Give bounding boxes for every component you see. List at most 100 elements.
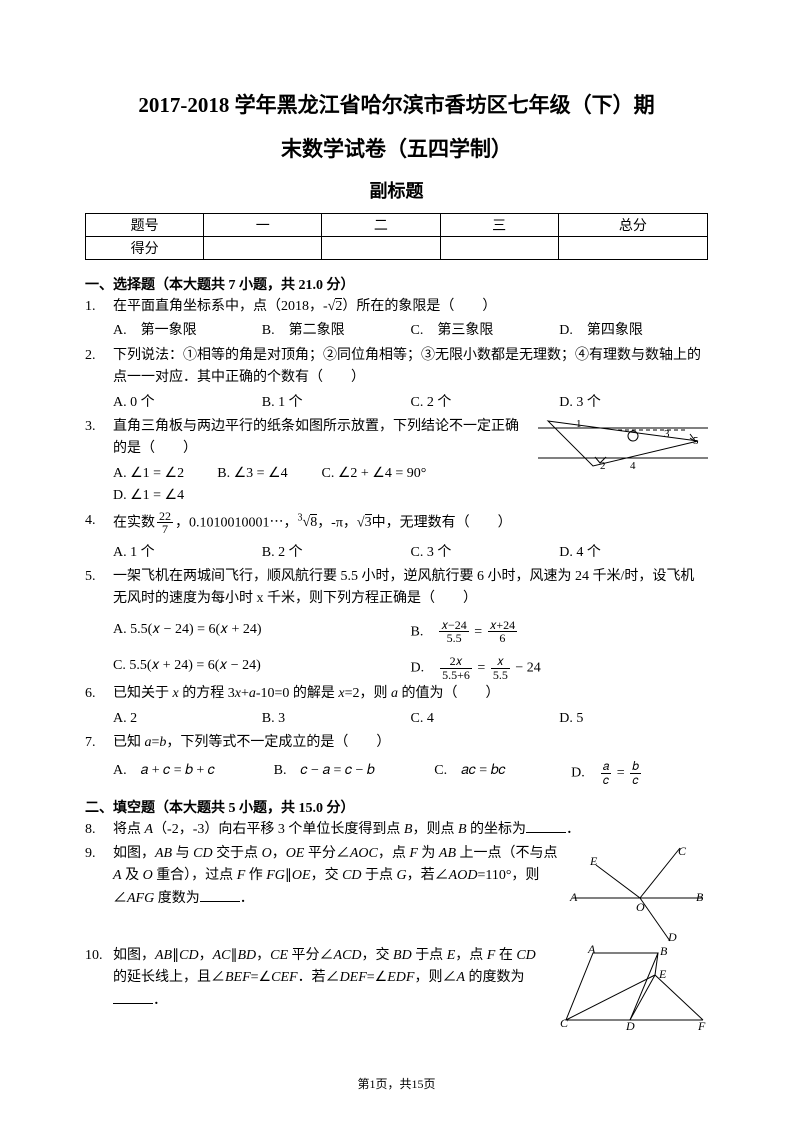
question-5: 5. 一架飞机在两城间飞行，顺风航行要 5.5 小时，逆风航行要 6 小时，风速… — [85, 566, 708, 681]
question-8: 8. 将点 A（-2，-3）向右平移 3 个单位长度得到点 B，则点 B 的坐标… — [85, 819, 708, 841]
q5-opt-c: C. 5.5(𝑥 + 24) = 6(𝑥 − 24) — [113, 655, 411, 681]
q7-sc: ，下列等式不一定成立的是（ ） — [166, 735, 390, 750]
q5-stem: 一架飞机在两城间飞行，顺风航行要 5.5 小时，逆风航行要 6 小时，风速为 2… — [113, 569, 694, 606]
q6-opt-d: D. 5 — [559, 708, 708, 730]
q3-stem: 直角三角板与两边平行的纸条如图所示放置，下列结论不一定正确的是（ ） — [113, 419, 519, 456]
q9-sm: ，交 — [311, 868, 343, 883]
q9-sn: 于点 — [362, 868, 397, 883]
q10-sc: ， — [199, 948, 213, 963]
q7-num: 7. — [85, 732, 113, 754]
section-2-head: 二、填空题（本大题共 5 小题，共 15.0 分） — [85, 797, 708, 817]
q9-sa: 如图， — [113, 846, 155, 861]
q3-figure: 1 3 5 2 4 — [538, 416, 708, 508]
q1-opt-a: A. 第一象限 — [113, 320, 262, 342]
q8-sa: 将点 — [113, 822, 145, 837]
score-r2-label: 得分 — [86, 237, 204, 260]
q6-se: =2，则 — [345, 686, 391, 701]
svg-text:D: D — [667, 930, 677, 943]
q4-opt-b: B. 2 个 — [262, 542, 411, 564]
q1-opt-c: C. 第三象限 — [411, 320, 560, 342]
q10-sg: ，交 — [362, 948, 394, 963]
score-r2-1 — [204, 237, 322, 260]
q6-sb: 的方程 3 — [179, 686, 235, 701]
section-1-head: 一、选择题（本大题共 7 小题，共 21.0 分） — [85, 274, 708, 294]
score-r2-3 — [440, 237, 558, 260]
q8-sd: 的坐标为 — [467, 822, 527, 837]
q9-blank — [200, 888, 240, 902]
svg-text:O: O — [636, 900, 645, 914]
q9-num: 9. — [85, 843, 113, 865]
q4-stem-d: 中，无理数有（ ） — [372, 515, 512, 530]
q3-opt-b: B. ∠3 = ∠4 — [217, 463, 321, 485]
q4-opt-c: C. 3 个 — [411, 542, 560, 564]
q10-sj: 在 — [495, 948, 516, 963]
q6-opt-a: A. 2 — [113, 708, 262, 730]
q5-num: 5. — [85, 566, 113, 588]
q1-stem-b: ）所在的象限是（ ） — [342, 299, 496, 314]
q9-si: 及 — [122, 868, 143, 883]
q9-sr: ． — [240, 891, 254, 906]
q9-sq: 度数为 — [154, 891, 200, 906]
title-line-2: 末数学试卷（五四学制） — [85, 134, 708, 166]
q9-sg: 为 — [418, 846, 439, 861]
svg-text:C: C — [678, 844, 687, 858]
question-4: 4. 在实数227，0.1010010001⋯，3√8，-π，√3中，无理数有（… — [85, 510, 708, 565]
q6-sa: 已知关于 — [113, 686, 173, 701]
q3-opt-c: C. ∠2 + ∠4 = 90° — [322, 463, 531, 485]
page-footer: 第1页，共15页 — [0, 1075, 793, 1092]
q1-opt-b: B. 第二象限 — [262, 320, 411, 342]
score-h-4: 总分 — [558, 214, 707, 237]
q10-so: ，则∠ — [414, 970, 456, 985]
q10-sa: 如图， — [113, 948, 155, 963]
q9-sb: 与 — [172, 846, 193, 861]
q9-sk: 作 — [245, 868, 266, 883]
q7-opt-c: C. 𝑎𝑐 = 𝑏𝑐 — [434, 760, 571, 786]
q7-opt-d: D. 𝑎𝑐 = 𝑏𝑐 — [571, 760, 708, 786]
q4-num: 4. — [85, 510, 113, 532]
q2-num: 2. — [85, 345, 113, 367]
q4-opt-a: A. 1 个 — [113, 542, 262, 564]
svg-text:4: 4 — [630, 460, 636, 471]
q10-sq: ． — [153, 993, 167, 1008]
q1-num: 1. — [85, 296, 113, 318]
q4-opt-d: D. 4 个 — [559, 542, 708, 564]
q10-sm: ．若∠ — [298, 970, 340, 985]
q8-sb: （-2，-3）向右平移 3 个单位长度得到点 — [153, 822, 404, 837]
q3-opt-d: D. ∠1 = ∠4 — [113, 485, 322, 507]
q6-sd: -10=0 的解是 — [256, 686, 339, 701]
question-2: 2. 下列说法：①相等的角是对顶角；②同位角相等；③无限小数都是无理数；④有理数… — [85, 345, 708, 414]
score-r2-2 — [322, 237, 440, 260]
q6-opt-b: B. 3 — [262, 708, 411, 730]
q10-si: ，点 — [455, 948, 487, 963]
q4-stem-c: ，-π， — [317, 515, 357, 530]
q9-sc: 交于点 — [213, 846, 262, 861]
q2-stem: 下列说法：①相等的角是对顶角；②同位角相等；③无限小数都是无理数；④有理数与数轴… — [113, 348, 701, 385]
q5-opt-d: D. 2𝑥5.5+6 = 𝑥5.5 − 24 — [411, 655, 709, 681]
q1-stem-a: 在平面直角坐标系中，点（2018，- — [113, 299, 328, 314]
q7-opt-a: A. 𝑎 + 𝑐 = 𝑏 + 𝑐 — [113, 760, 274, 786]
q9-so: ，若∠ — [407, 868, 449, 883]
q10-se: ， — [256, 948, 270, 963]
question-7: 7. 已知 a=b，下列等式不一定成立的是（ ） A. 𝑎 + 𝑐 = 𝑏 + … — [85, 732, 708, 787]
q6-opt-c: C. 4 — [411, 708, 560, 730]
q6-num: 6. — [85, 683, 113, 705]
q3-num: 3. — [85, 416, 113, 438]
question-6: 6. 已知关于 x 的方程 3x+a-10=0 的解是 x=2，则 a 的值为（… — [85, 683, 708, 730]
q9-figure: A B C D E O — [568, 843, 708, 943]
question-9: 9. 如图，AB 与 CD 交于点 O，OE 平分∠AOC，点 F 为 AB 上… — [85, 843, 708, 943]
q5-opt-b: B. 𝑥−245.5 = 𝑥+246 — [411, 619, 709, 645]
q9-sd: ， — [272, 846, 286, 861]
q8-num: 8. — [85, 819, 113, 841]
title-line-1: 2017-2018 学年黑龙江省哈尔滨市香坊区七年级（下）期 — [85, 90, 708, 122]
q2-opt-c: C. 2 个 — [411, 392, 560, 414]
svg-text:B: B — [696, 890, 704, 904]
q2-opt-d: D. 3 个 — [559, 392, 708, 414]
q9-se: 平分∠ — [304, 846, 350, 861]
svg-text:F: F — [697, 1019, 706, 1030]
svg-text:A: A — [587, 945, 596, 956]
q4-stem-a: 在实数 — [113, 515, 155, 530]
q4-stem-b: ，0.1010010001⋯， — [175, 515, 298, 530]
subtitle: 副标题 — [85, 177, 708, 203]
q7-sa: 已知 — [113, 735, 145, 750]
score-h-1: 一 — [204, 214, 322, 237]
